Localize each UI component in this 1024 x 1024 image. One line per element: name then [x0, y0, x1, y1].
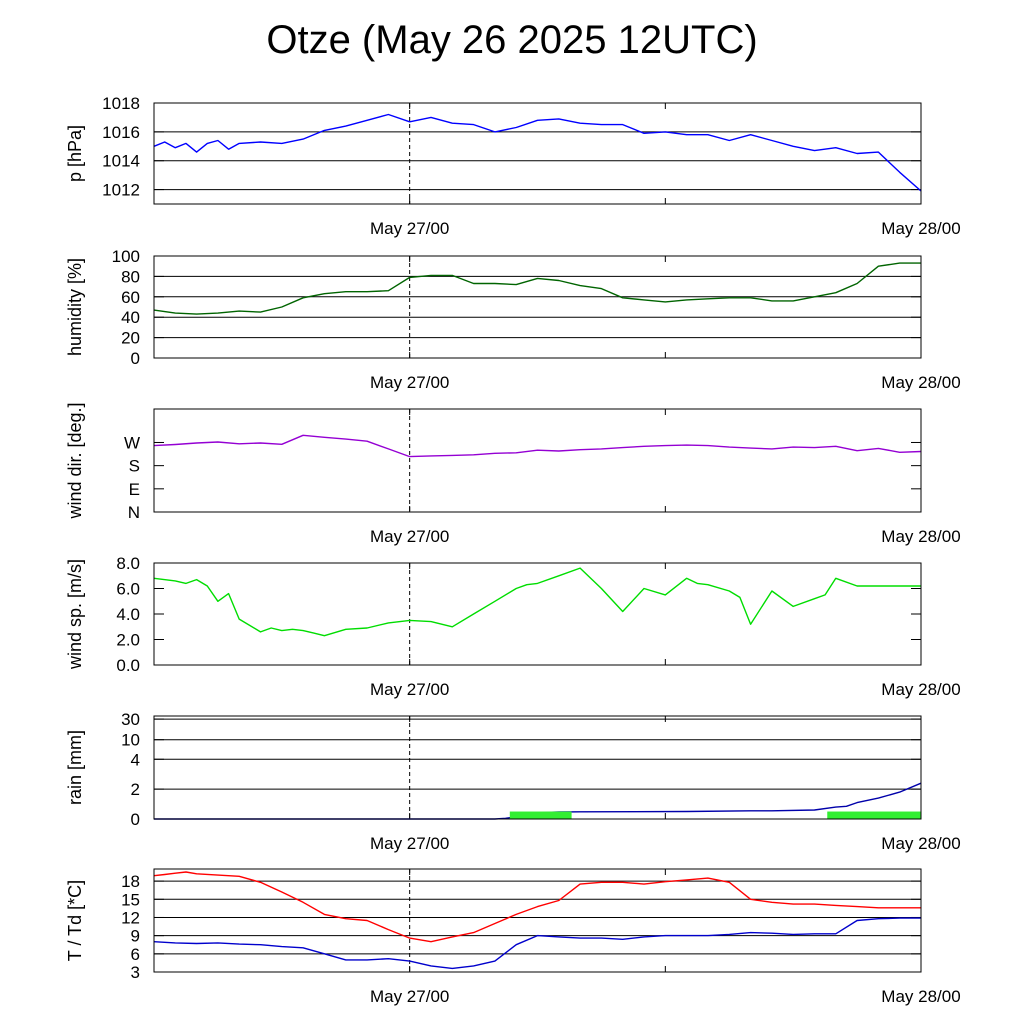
pressure-series-line-0 [153, 113, 922, 192]
y-tick-label: S [129, 457, 140, 476]
y-tick-label: 3 [131, 963, 140, 982]
humidity-series-line-0 [153, 262, 921, 315]
x-tick-label: May 28/00 [881, 527, 960, 546]
y-axis-label: wind dir. [deg.] [65, 402, 85, 519]
wind-speed-panel: 0.0 2.0 4.0 6.0 8.0 May 27/00 May 28/00 wind sp… [65, 554, 961, 699]
y-tick-label: 0 [131, 810, 140, 829]
pressure-panel: 1012 1014 1016 1018 May 27/00 May 28/00 p [hPa… [65, 94, 961, 238]
y-axis-label: T / Td [*C] [65, 880, 85, 961]
x-tick-label: May 28/00 [881, 834, 960, 853]
x-tick-label: May 27/00 [370, 373, 449, 392]
y-tick-label: 1016 [102, 123, 140, 142]
x-tick-label: May 28/00 [881, 219, 960, 238]
x-tick-label: May 27/00 [370, 219, 449, 238]
y-tick-label: W [124, 433, 140, 452]
x-tick-label: May 28/00 [881, 373, 960, 392]
x-tick-label: May 27/00 [370, 680, 449, 699]
y-axis-label: rain [mm] [65, 730, 85, 805]
y-tick-label: 6 [131, 945, 140, 964]
chart-title: Otze (May 26 2025 12UTC) [266, 18, 758, 62]
y-tick-label: 0.0 [116, 656, 140, 675]
y-tick-label: 12 [121, 908, 140, 927]
x-tick-label: May 28/00 [881, 987, 960, 1006]
plot-frame [153, 408, 922, 513]
y-tick-label: 60 [121, 288, 140, 307]
y-tick-label: 18 [121, 872, 140, 891]
y-tick-label: 1018 [102, 94, 140, 113]
x-tick-label: May 27/00 [370, 834, 449, 853]
y-tick-label: N [128, 503, 140, 522]
x-tick-label: May 27/00 [370, 527, 449, 546]
y-tick-label: 40 [121, 308, 140, 327]
y-tick-label: E [129, 480, 140, 499]
y-tick-label: 4.0 [116, 605, 140, 624]
y-tick-label: 9 [131, 927, 140, 946]
y-tick-label: 20 [121, 329, 140, 348]
y-tick-label: 80 [121, 267, 140, 286]
rain-panel: 0 2 410 30 May 27/00 May 28/00 rain [mm] [65, 710, 961, 853]
temperature-series-line-1 [153, 917, 921, 970]
y-axis-label: wind sp. [m/s] [65, 559, 85, 670]
x-tick-label: May 28/00 [881, 680, 960, 699]
plot-frame [153, 255, 922, 359]
y-tick-label: 8.0 [116, 554, 140, 573]
y-tick-label: 15 [121, 890, 140, 909]
y-tick-label: 2.0 [116, 631, 140, 650]
x-tick-label: May 27/00 [370, 987, 449, 1006]
y-tick-label: 30 [121, 710, 140, 729]
y-tick-label: 6.0 [116, 580, 140, 599]
wind-direction-series-line-0 [153, 434, 922, 458]
plot-frame [153, 715, 922, 820]
temperature-series-line-0 [153, 871, 921, 943]
y-tick-label: 1014 [102, 152, 140, 171]
y-tick-label: 10 [121, 731, 140, 750]
y-axis-label: p [hPa] [65, 125, 85, 182]
rain-bar [509, 811, 572, 819]
rain-bar [827, 811, 921, 819]
y-axis-label: humidity [%] [65, 258, 85, 356]
y-tick-label: 4 [131, 750, 140, 769]
y-tick-label: 1012 [102, 181, 140, 200]
plot-frame [153, 562, 922, 666]
plot-frame [153, 868, 922, 973]
y-tick-label: 100 [112, 247, 140, 266]
wind-speed-series-line-0 [153, 567, 921, 637]
y-tick-label: 2 [131, 780, 140, 799]
plot-frame [153, 102, 922, 205]
y-tick-label: 0 [131, 349, 140, 368]
